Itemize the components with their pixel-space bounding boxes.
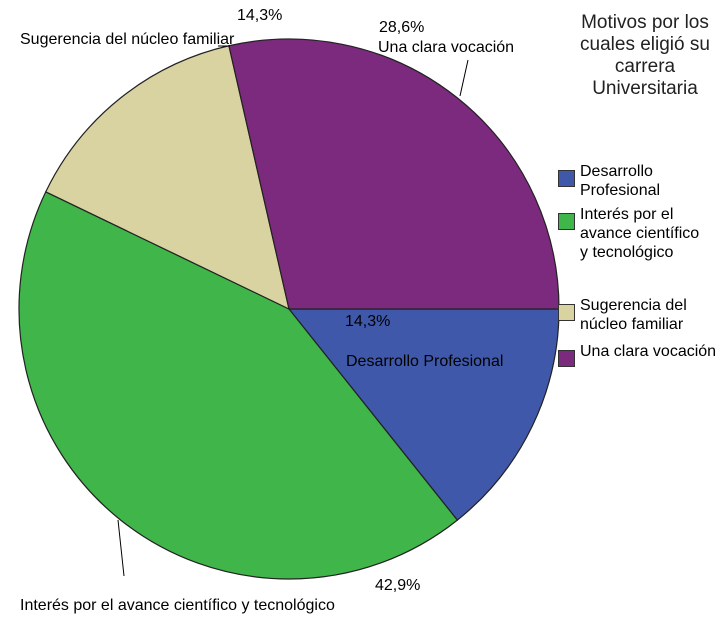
pie-slice [228,38,560,310]
leader-line [459,59,469,97]
slice-category-label: Una clara vocación [378,39,514,56]
slice-value-label: 28,6% [379,19,424,36]
slice-value-label: 42,9% [375,577,420,594]
legend-swatch [558,170,575,187]
pie-slice [287,308,560,521]
legend-label: Una clara vocación [580,343,717,360]
slice-category-label: Sugerencia del núcleo familiar [20,31,235,48]
legend-label: Desarrollo Profesional [580,163,661,199]
slice-category-label: Interés por el avance científico y tecno… [20,597,335,614]
slice-category-label: Desarrollo Profesional [346,353,503,370]
pie-slice [44,45,290,311]
legend-label: Sugerencia del núcleo familiar [580,297,687,333]
pie-slice [18,191,459,580]
legend-label: Interés por el avance científico y tecno… [580,206,700,261]
legend-swatch [558,304,575,321]
legend-swatch [558,213,575,230]
slice-value-label: 14,3% [345,313,390,330]
leader-line [117,519,125,577]
legend-swatch [558,350,575,367]
legend-title: Motivos por los cuales eligió su carrera… [580,12,710,99]
slice-value-label: 14,3% [237,7,282,24]
